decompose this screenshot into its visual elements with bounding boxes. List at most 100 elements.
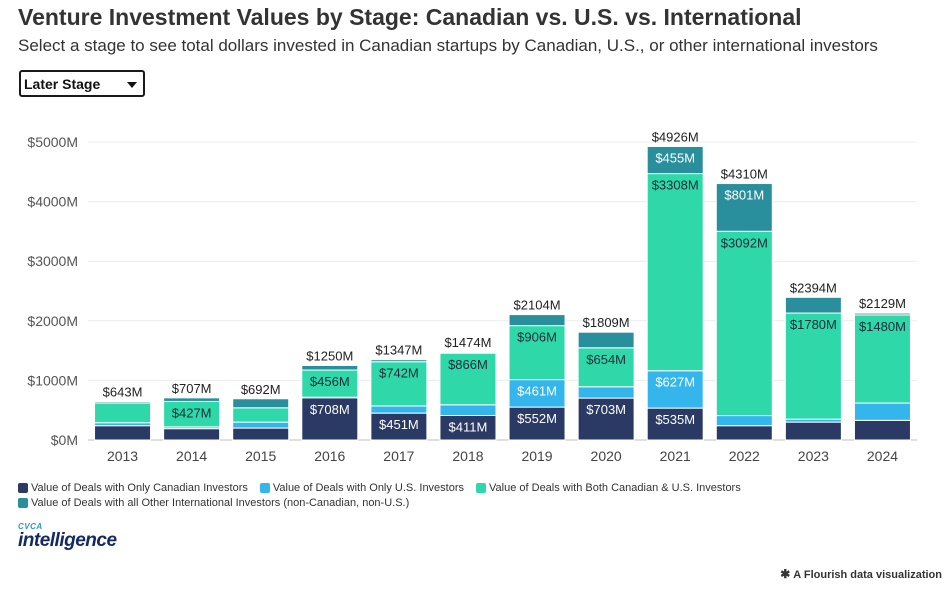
logo-cvca-text: CVCA (18, 522, 43, 531)
y-axis: $0M $1000M $2000M $3000M $4000M $5000M (27, 134, 78, 448)
bar-segment-intl[interactable] (784, 296, 842, 314)
x-axis: 2013 2014 2015 2016 2017 2018 2019 2020 2021 2022… (107, 448, 898, 464)
bar-segment-intl[interactable] (163, 397, 221, 402)
bar-segment-intl[interactable] (577, 331, 635, 349)
segment-label: $456M (310, 374, 350, 389)
segment-label: $427M (172, 405, 212, 420)
total-label: $1250M (306, 349, 353, 364)
segment-label-bg (307, 373, 352, 391)
x-tick-label: 2017 (383, 448, 414, 464)
legend-item-us[interactable]: Value of Deals with Only U.S. Investors (259, 480, 465, 495)
segment-label: $801M (724, 188, 764, 203)
bar-segment-intl[interactable] (439, 351, 497, 354)
bar-segment-us[interactable] (715, 415, 773, 427)
bar-segment-us[interactable] (853, 402, 911, 421)
total-label: $643M (103, 385, 143, 400)
bar-segment-both[interactable] (232, 407, 290, 423)
segment-label-bg (376, 416, 421, 434)
segment-label: $552M (517, 411, 557, 426)
chevron-down-icon (127, 82, 137, 88)
stage-select[interactable]: Later Stage (19, 70, 145, 97)
segment-label: $451M (379, 417, 419, 432)
bar-chart: $0M$1000M$2000M$3000M$4000M$5000M $427M $… (27, 129, 917, 464)
legend-label: Value of Deals with Both Canadian & U.S.… (489, 481, 741, 494)
segment-label-bg (653, 411, 698, 429)
legend-item-both[interactable]: Value of Deals with Both Canadian & U.S.… (476, 480, 741, 495)
bar-segment-intl[interactable] (370, 359, 428, 363)
bar-segment-canadian[interactable] (784, 421, 842, 441)
segment-label: $708M (310, 402, 350, 417)
segment-labels: $427M $708M $456M $451M $742M $411M $866M $552M… (169, 149, 909, 436)
total-label: $4926M (652, 129, 699, 144)
x-tick-label: 2024 (867, 448, 898, 464)
segment-label-bg (722, 186, 767, 204)
cvca-intelligence-logo[interactable]: CVCA intelligence (18, 522, 117, 550)
total-label: $2104M (514, 298, 561, 313)
segment-label: $3092M (721, 235, 768, 250)
segment-label-bg (856, 317, 909, 335)
bar-segment-us[interactable] (577, 386, 635, 399)
bar-segment-intl[interactable] (301, 365, 359, 371)
y-tick-label: $3000M (27, 253, 78, 269)
segment-label-bg (584, 401, 629, 419)
bar-segment-canadian[interactable] (163, 428, 221, 441)
segment-label: $654M (586, 352, 626, 367)
total-labels: $643M $707M $692M $1250M $1347M $1474M $2104M $… (103, 129, 906, 399)
flourish-credit-text: A Flourish data visualization (793, 569, 942, 581)
total-label: $2394M (790, 280, 837, 295)
bar-segment-both[interactable] (715, 230, 773, 417)
bar-segment-canadian[interactable] (853, 419, 911, 441)
bar-segment-both[interactable] (94, 402, 152, 424)
segment-label: $535M (655, 412, 695, 427)
total-label: $1809M (583, 315, 630, 330)
legend-swatch (259, 482, 270, 493)
bar-segment-canadian[interactable] (232, 427, 290, 441)
segment-label-bg (169, 404, 214, 422)
x-tick-label: 2021 (660, 448, 691, 464)
total-label: $1474M (444, 335, 491, 350)
segment-label-bg (653, 149, 698, 167)
segment-label: $1480M (859, 319, 906, 334)
x-tick-label: 2015 (245, 448, 276, 464)
bar-segment-intl[interactable] (232, 398, 290, 409)
bar-segment-intl[interactable] (508, 314, 566, 327)
segment-label-bg (787, 316, 840, 334)
x-tick-label: 2020 (591, 448, 622, 464)
segment-label: $866M (448, 357, 488, 372)
legend-item-canadian[interactable]: Value of Deals with Only Canadian Invest… (18, 480, 248, 495)
segment-label: $3308M (652, 178, 699, 193)
bar-segment-canadian[interactable] (715, 425, 773, 441)
bar-segment-both[interactable] (646, 173, 704, 372)
chart-title: Venture Investment Values by Stage: Cana… (18, 4, 802, 30)
chart-subtitle: Select a stage to see total dollars inve… (18, 36, 878, 55)
legend-label: Value of Deals with all Other Internatio… (31, 496, 410, 509)
segment-label-bg (584, 350, 629, 368)
gridlines (88, 141, 917, 441)
legend-swatch (18, 482, 28, 493)
segment-label: $742M (379, 366, 419, 381)
y-tick-label: $1000M (27, 372, 78, 388)
legend-label: Value of Deals with Only U.S. Investors (272, 481, 465, 494)
y-tick-label: $0M (51, 432, 78, 448)
x-tick-label: 2018 (452, 448, 483, 464)
segment-label: $906M (517, 330, 557, 345)
total-label: $1347M (375, 343, 422, 358)
legend-item-intl[interactable]: Value of Deals with all Other Internatio… (18, 495, 409, 510)
x-tick-label: 2019 (521, 448, 552, 464)
segment-label: $411M (449, 420, 488, 435)
bar-segment-canadian[interactable] (94, 425, 152, 441)
segment-label-bg (445, 418, 490, 436)
bar-segment-intl[interactable] (94, 401, 152, 404)
flourish-credit-link[interactable]: ✱ A Flourish data visualization (780, 567, 942, 581)
segment-label: $461M (517, 384, 557, 399)
legend-swatch (476, 482, 487, 493)
bar-segment-us[interactable] (370, 405, 428, 414)
bar-segment-us[interactable] (232, 421, 290, 429)
segment-label-bg (307, 400, 352, 418)
bar-segment-us[interactable] (439, 404, 497, 417)
x-tick-label: 2022 (729, 448, 760, 464)
x-tick-label: 2013 (107, 448, 138, 464)
total-label: $4310M (721, 167, 768, 182)
bar-segment-intl[interactable] (853, 312, 911, 316)
legend-label: Value of Deals with Only Canadian Invest… (31, 481, 248, 494)
